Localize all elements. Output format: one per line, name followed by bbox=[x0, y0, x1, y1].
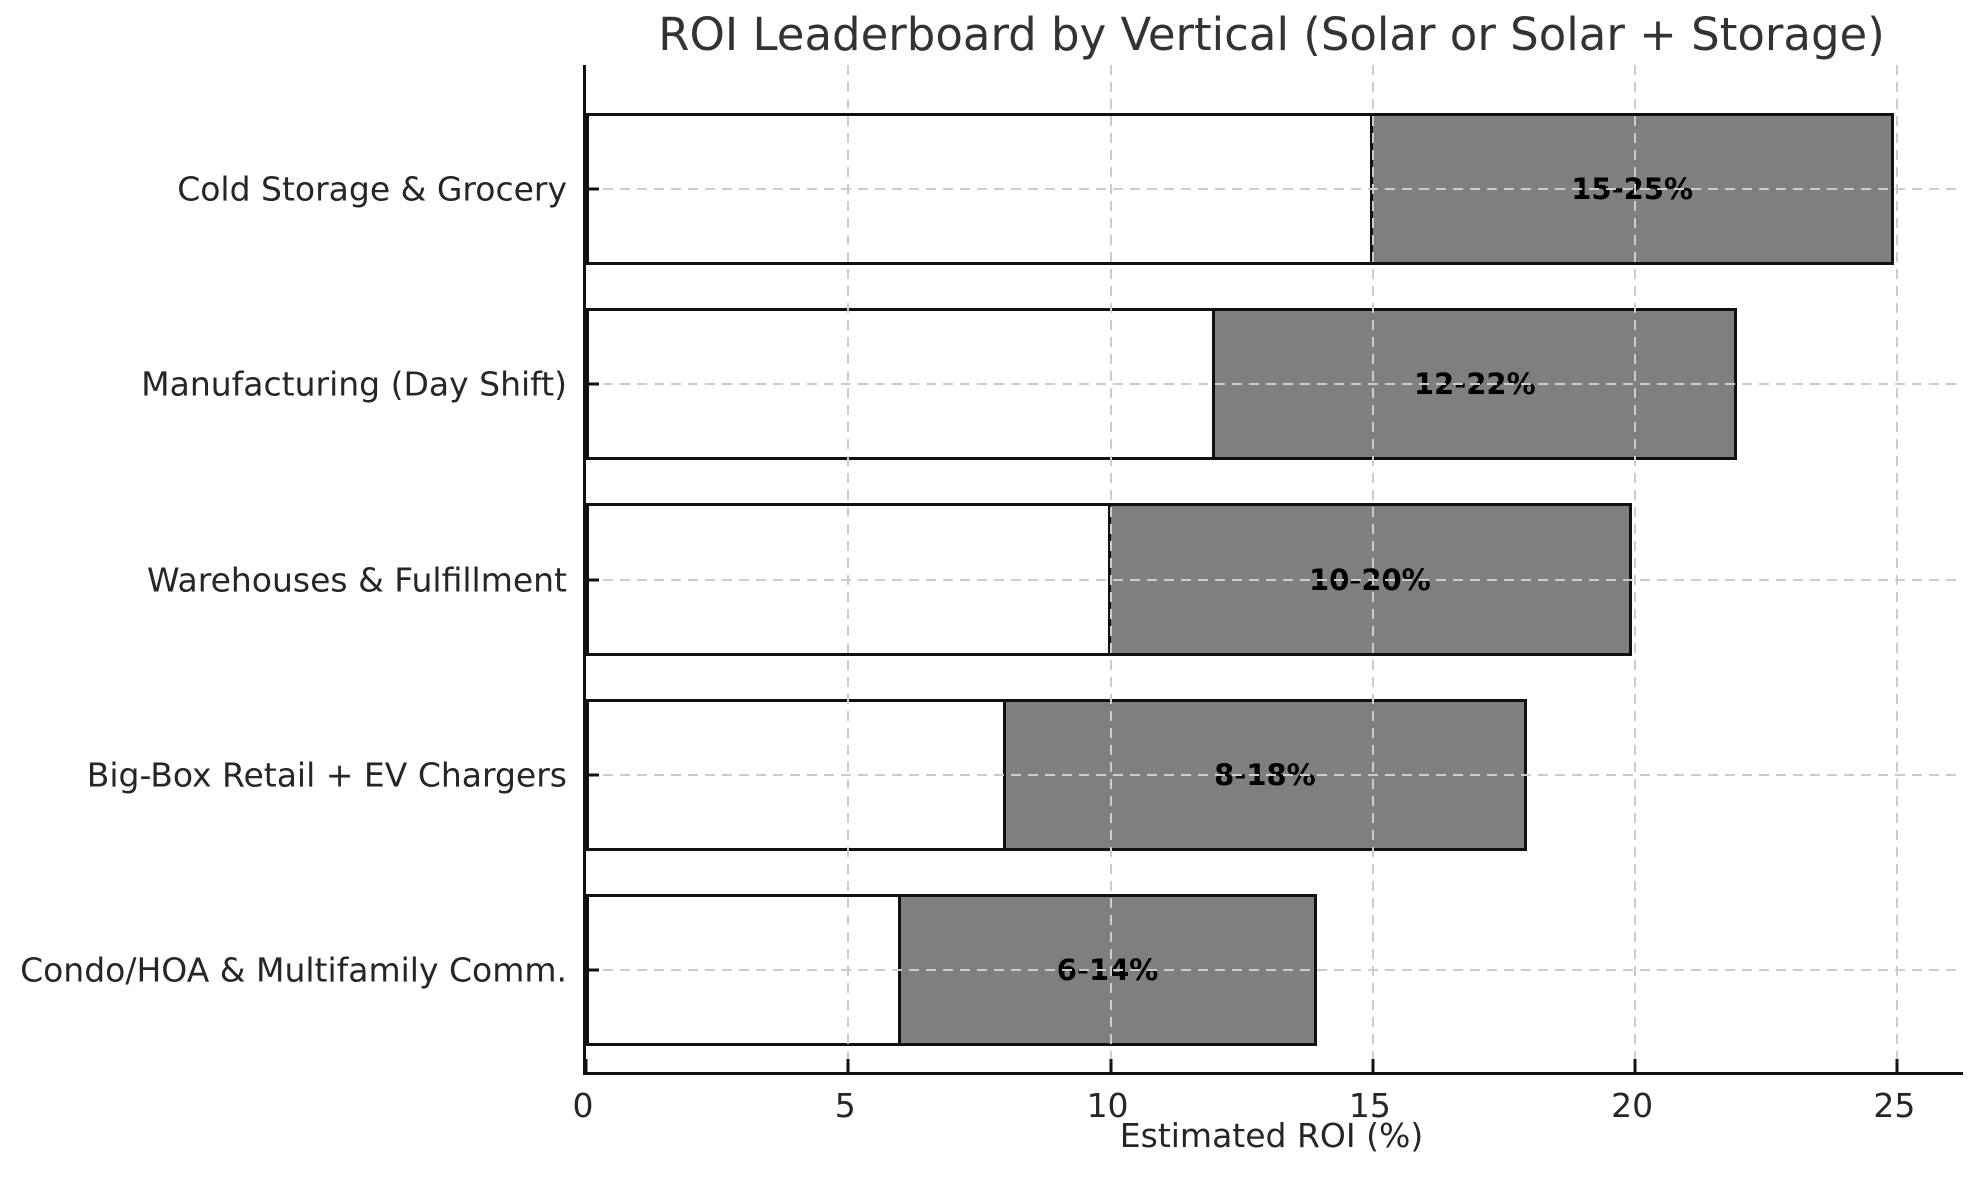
x-axis-label: Estimated ROI (%) bbox=[1119, 1116, 1424, 1155]
x-tick-label: 15 bbox=[1348, 1086, 1391, 1125]
gridline-horizontal bbox=[586, 187, 1963, 190]
gridline-horizontal bbox=[586, 578, 1963, 581]
x-tick-label: 0 bbox=[572, 1086, 594, 1125]
y-tick-mark bbox=[586, 382, 599, 386]
plot-area: 15-25% 12-22% 10-20% 8-18% 6-14% bbox=[583, 65, 1963, 1075]
y-tick-mark bbox=[586, 773, 599, 777]
gridline-vertical bbox=[1896, 65, 1899, 1072]
gridline-vertical bbox=[1371, 65, 1374, 1072]
gridline-vertical bbox=[1634, 65, 1637, 1072]
x-tick-mark bbox=[1633, 1059, 1637, 1072]
y-category-label: Cold Storage & Grocery bbox=[177, 169, 567, 209]
gridline-vertical bbox=[1109, 65, 1112, 1072]
x-tick-mark bbox=[584, 1059, 588, 1072]
y-category-label: Big-Box Retail + EV Chargers bbox=[86, 755, 567, 795]
gridline-horizontal bbox=[586, 383, 1963, 386]
gridline-horizontal bbox=[586, 969, 1963, 972]
y-tick-mark bbox=[586, 187, 599, 191]
y-category-label: Condo/HOA & Multifamily Comm. bbox=[20, 950, 567, 990]
x-tick-mark bbox=[1371, 1059, 1375, 1072]
x-tick-label: 10 bbox=[1086, 1086, 1129, 1125]
chart-title: ROI Leaderboard by Vertical (Solar or So… bbox=[658, 8, 1885, 61]
x-tick-mark bbox=[1895, 1059, 1899, 1072]
gridline-vertical bbox=[847, 65, 850, 1072]
x-tick-mark bbox=[846, 1059, 850, 1072]
x-tick-label: 25 bbox=[1873, 1086, 1916, 1125]
y-category-label: Manufacturing (Day Shift) bbox=[141, 364, 567, 404]
x-tick-label: 5 bbox=[834, 1086, 856, 1125]
gridline-horizontal bbox=[586, 773, 1963, 776]
x-tick-label: 20 bbox=[1611, 1086, 1654, 1125]
y-tick-mark bbox=[586, 578, 599, 582]
x-tick-mark bbox=[1109, 1059, 1113, 1072]
y-tick-mark bbox=[586, 968, 599, 972]
y-category-label: Warehouses & Fulfillment bbox=[147, 560, 567, 600]
